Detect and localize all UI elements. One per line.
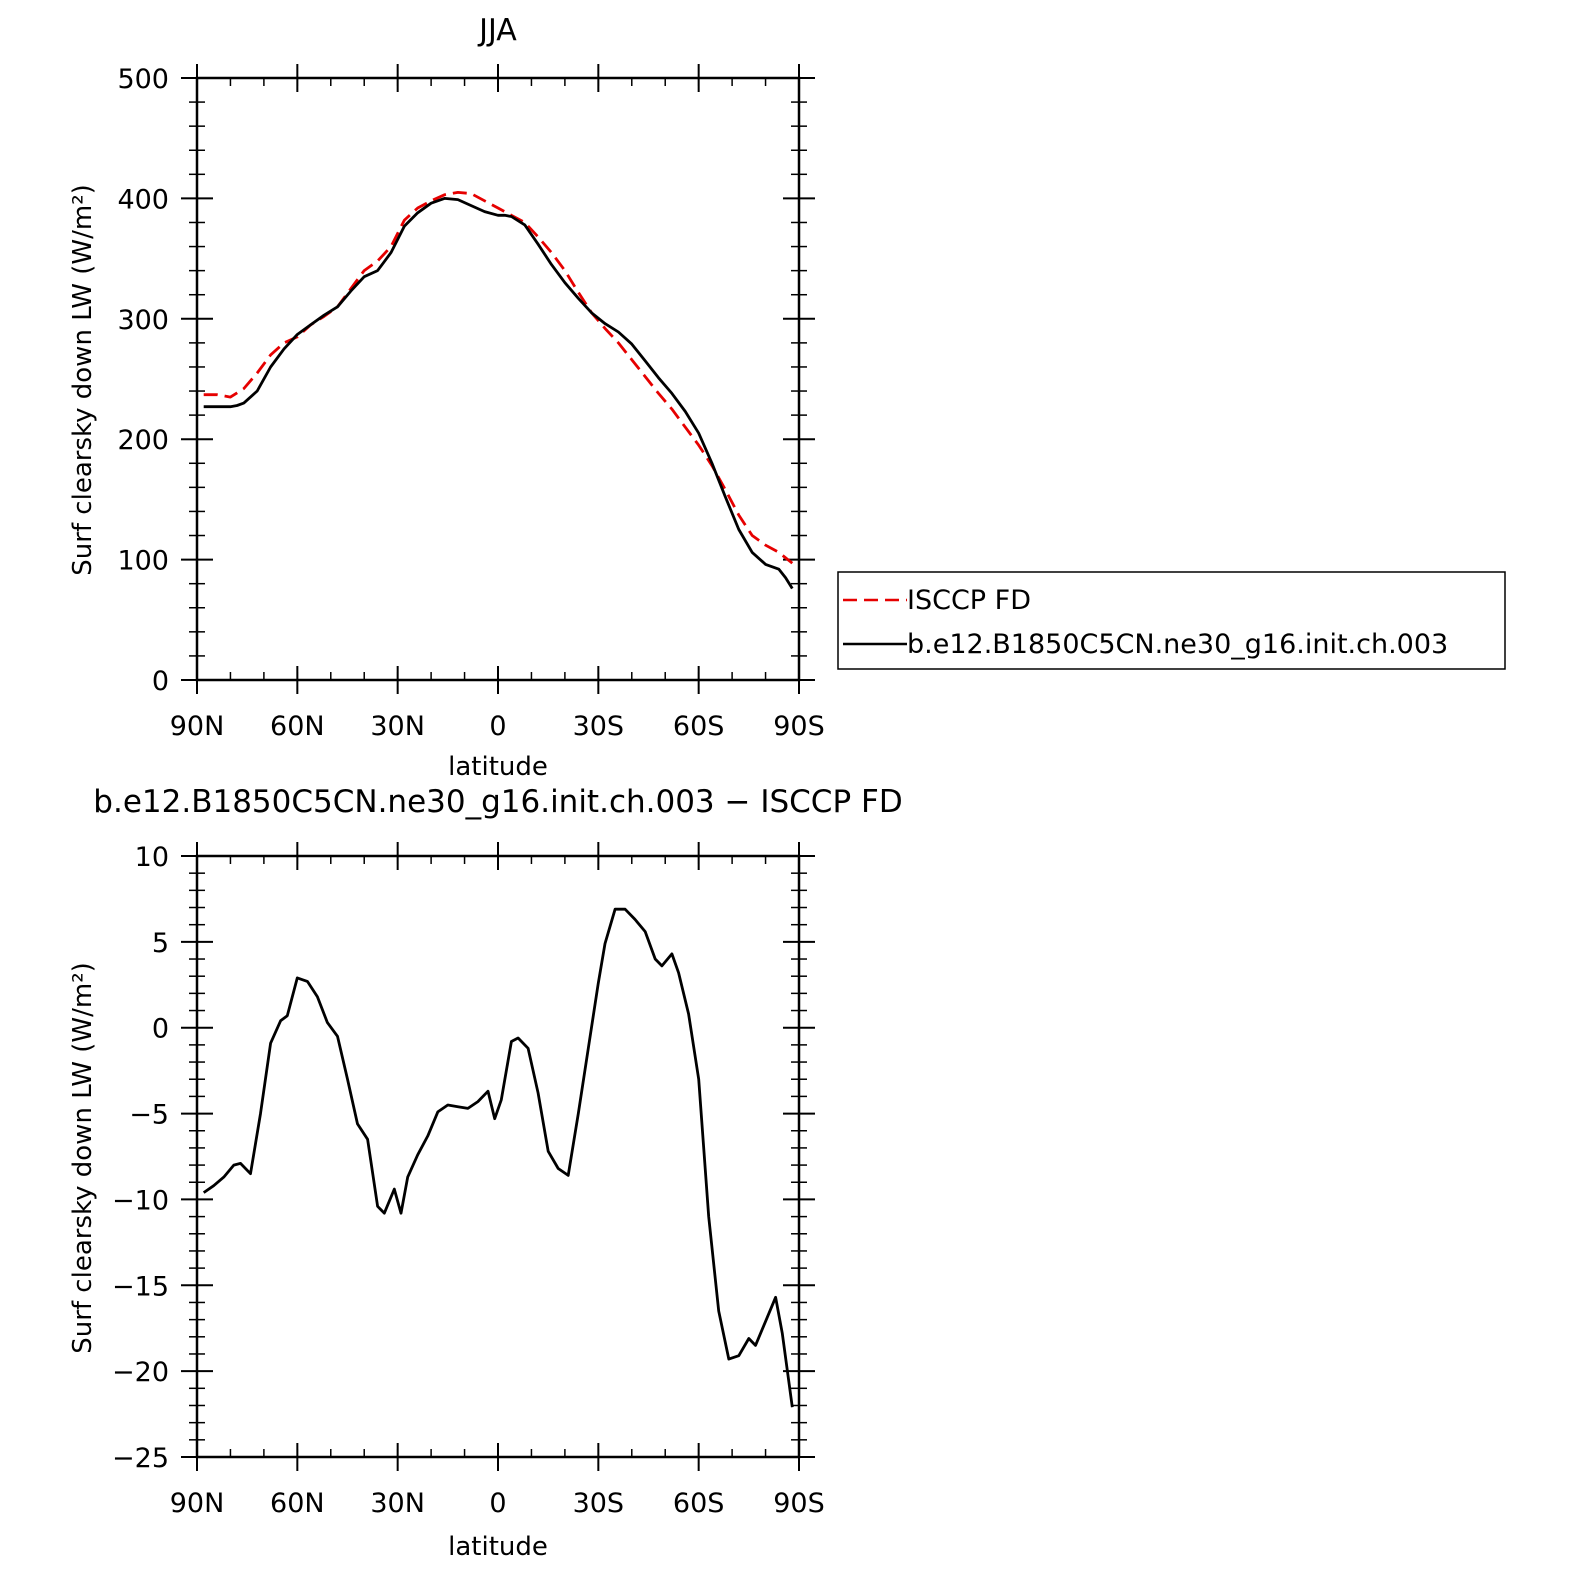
x-tick-label: 90S: [773, 1488, 825, 1519]
y-tick-label: 300: [117, 305, 169, 336]
series-line-model: [203, 196, 794, 590]
x-tick-label: 0: [489, 1488, 506, 1519]
bottom-panel: b.e12.B1850C5CN.ne30_g16.init.ch.003 − I…: [68, 784, 903, 1562]
x-tick-label: 90S: [773, 711, 825, 742]
bottom-title: b.e12.B1850C5CN.ne30_g16.init.ch.003 − I…: [93, 784, 902, 820]
bottom-y-axis-label: Surf clearsky down LW (W/m²): [68, 962, 98, 1354]
top-panel: JJA Surf clearsky down LW (W/m²) latitud…: [68, 13, 825, 782]
x-tick-label: 30S: [573, 1488, 625, 1519]
legend-box: [837, 571, 1506, 670]
legend: ISCCP FD b.e12.B1850C5CN.ne30_g16.init.c…: [837, 571, 1506, 670]
x-tick-label: 90N: [170, 1488, 225, 1519]
x-tick-label: 60S: [673, 1488, 725, 1519]
y-tick-label: −25: [112, 1443, 169, 1474]
series-line-isccp-fd: [203, 190, 794, 565]
y-tick-label: 10: [135, 842, 169, 873]
x-tick-label: 0: [489, 711, 506, 742]
x-tick-label: 30N: [370, 711, 425, 742]
bottom-x-axis-label: latitude: [448, 1532, 548, 1562]
top-x-axis-label: latitude: [448, 752, 548, 782]
y-tick-label: −10: [112, 1185, 169, 1216]
y-tick-label: 500: [117, 64, 169, 95]
top-title: JJA: [477, 13, 517, 48]
y-tick-label: 100: [117, 546, 169, 577]
y-tick-label: 0: [152, 1014, 169, 1045]
y-tick-label: 400: [117, 184, 169, 215]
y-tick-label: −5: [129, 1100, 169, 1131]
legend-label-model: b.e12.B1850C5CN.ne30_g16.init.ch.003: [907, 629, 1448, 660]
y-tick-label: 200: [117, 425, 169, 456]
legend-label-isccp: ISCCP FD: [907, 585, 1031, 616]
x-tick-label: 90N: [170, 711, 225, 742]
x-tick-label: 30S: [573, 711, 625, 742]
x-tick-label: 60S: [673, 711, 725, 742]
y-tick-label: −20: [112, 1357, 169, 1388]
plot-frame: [195, 854, 801, 1459]
plot-frame: [195, 76, 801, 682]
y-tick-label: 0: [152, 666, 169, 697]
top-y-axis-label: Surf clearsky down LW (W/m²): [68, 184, 98, 576]
series-line-difference: [202, 907, 794, 1408]
x-tick-label: 30N: [370, 1488, 425, 1519]
x-tick-label: 60N: [270, 1488, 325, 1519]
y-tick-label: 5: [152, 928, 169, 959]
x-tick-label: 60N: [270, 711, 325, 742]
y-tick-label: −15: [112, 1271, 169, 1302]
